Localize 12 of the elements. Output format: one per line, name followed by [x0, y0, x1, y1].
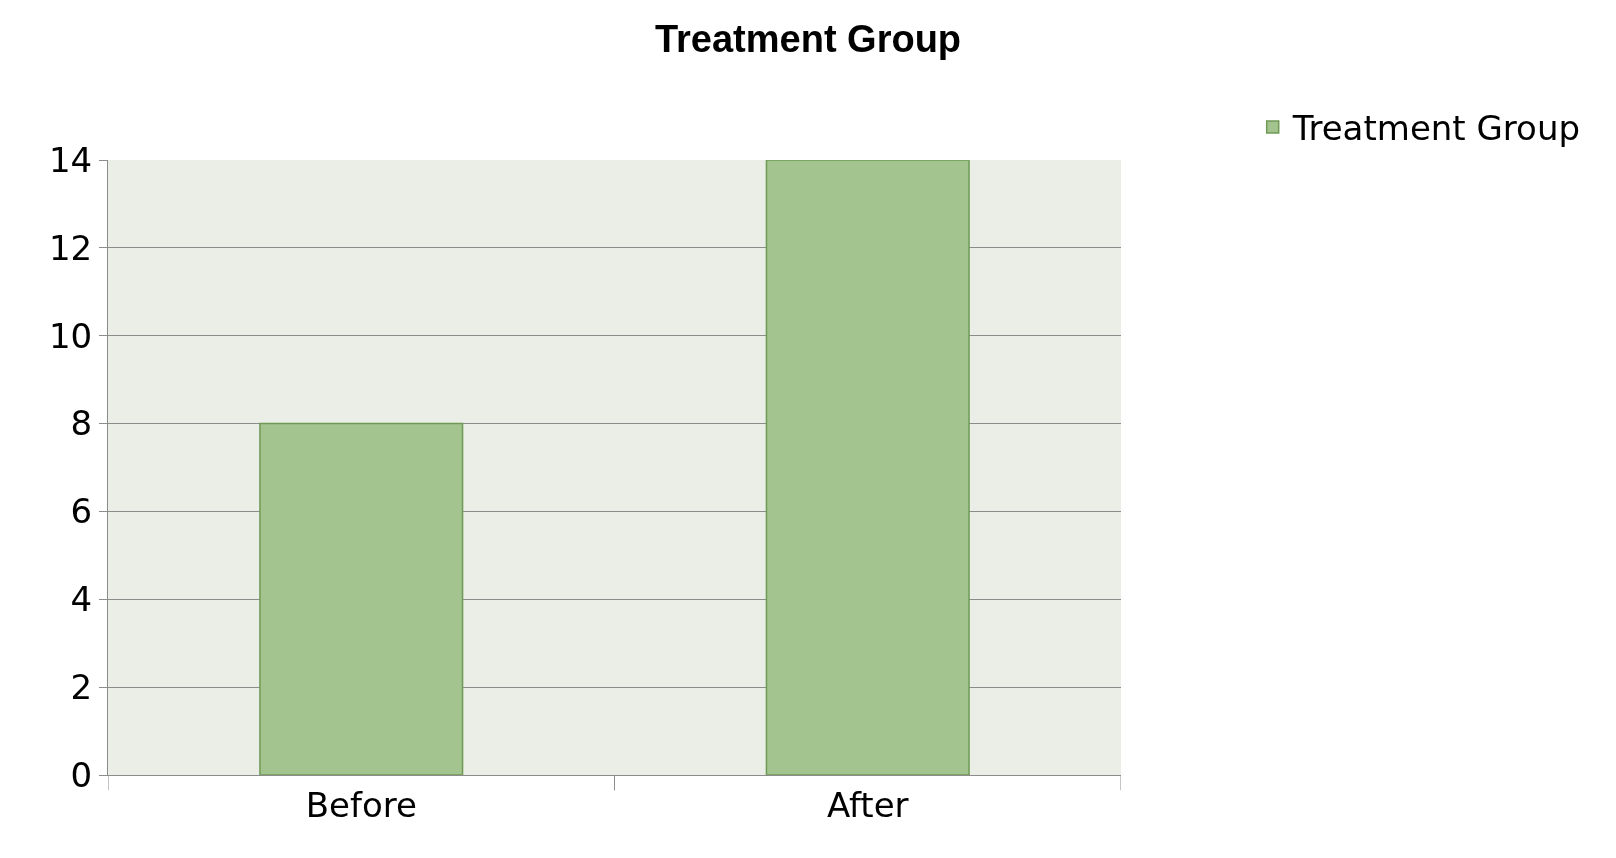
- y-tick-label: 8: [70, 403, 93, 444]
- legend-label: Treatment Group: [1291, 108, 1581, 149]
- y-tick-label: 6: [70, 491, 93, 532]
- y-tick-label: 10: [48, 315, 93, 356]
- y-tick-label: 4: [70, 579, 93, 620]
- x-tick-label: Before: [305, 784, 417, 825]
- y-tick-label: 2: [70, 667, 93, 708]
- y-tick-label: 0: [70, 754, 93, 795]
- y-tick-label: 14: [48, 139, 93, 180]
- y-tick-label: 12: [48, 227, 93, 268]
- x-tick-label: After: [826, 784, 909, 825]
- chart-title: Treatment Group: [654, 18, 962, 61]
